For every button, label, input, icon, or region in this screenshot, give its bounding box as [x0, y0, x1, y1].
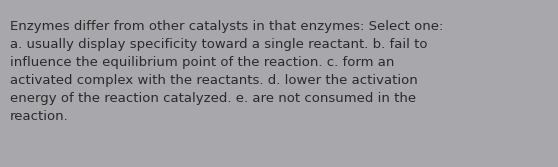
Text: Enzymes differ from other catalysts in that enzymes: Select one:
a. usually disp: Enzymes differ from other catalysts in t…	[10, 20, 444, 123]
